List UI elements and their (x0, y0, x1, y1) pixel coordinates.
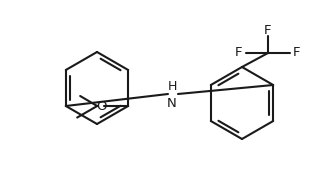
Text: O: O (96, 100, 106, 113)
Text: H: H (167, 80, 177, 93)
Text: N: N (167, 97, 177, 110)
Text: F: F (293, 47, 301, 60)
Text: F: F (235, 47, 243, 60)
Text: F: F (264, 24, 272, 37)
